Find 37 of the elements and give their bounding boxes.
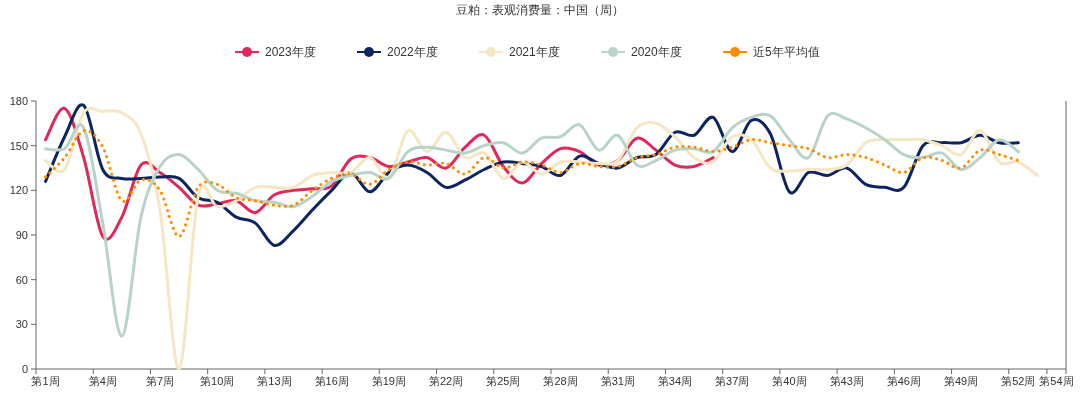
x-tick-label: 第31周 (600, 375, 635, 387)
y-tick-label: 30 (15, 318, 28, 331)
legend-label: 2021年度 (509, 45, 560, 59)
x-tick-label: 第22周 (428, 375, 464, 387)
legend-item: 2021年度 (478, 45, 560, 59)
x-tick-label: 第37周 (715, 375, 750, 387)
legend-label: 近5年平均值 (753, 45, 820, 59)
x-tick-label: 第54周 (1039, 375, 1074, 387)
legend-item: 近5年平均值 (722, 45, 820, 59)
x-tick-label: 第43周 (829, 375, 864, 387)
chart-title: 豆粕：表观消费量：中国（周） (456, 3, 624, 17)
x-tick-label: 第7周 (145, 375, 175, 387)
x-tick-label: 第19周 (371, 375, 406, 387)
y-tick-label: 90 (15, 229, 28, 241)
x-tick-label: 第1周 (31, 375, 60, 387)
legend-label: 2022年度 (387, 45, 438, 59)
x-tick-label: 第25周 (486, 375, 521, 387)
legend-label: 2020年度 (631, 45, 682, 59)
x-tick-label: 第34周 (657, 375, 693, 387)
x-tick-label: 第40周 (772, 375, 807, 387)
y-tick-label: 0 (21, 363, 28, 375)
y-tick-label: 150 (9, 139, 28, 152)
legend-item: 2023年度 (234, 45, 316, 59)
legend-label: 2023年度 (265, 45, 316, 59)
x-tick-label: 第16周 (314, 375, 349, 387)
x-tick-label: 第10周 (200, 375, 235, 387)
x-tick-label: 第28周 (543, 375, 578, 387)
x-tick-label: 第52周 (1001, 375, 1036, 387)
y-tick-label: 60 (15, 273, 28, 286)
y-tick-label: 120 (9, 184, 28, 197)
x-tick-label: 第49周 (943, 375, 979, 387)
y-tick-label: 180 (9, 95, 28, 107)
x-tick-label: 第13周 (257, 375, 292, 387)
x-tick-label: 第4周 (88, 375, 117, 387)
legend-item: 2022年度 (356, 45, 438, 59)
x-tick-label: 第46周 (886, 375, 921, 387)
legend-item: 2020年度 (600, 45, 682, 59)
